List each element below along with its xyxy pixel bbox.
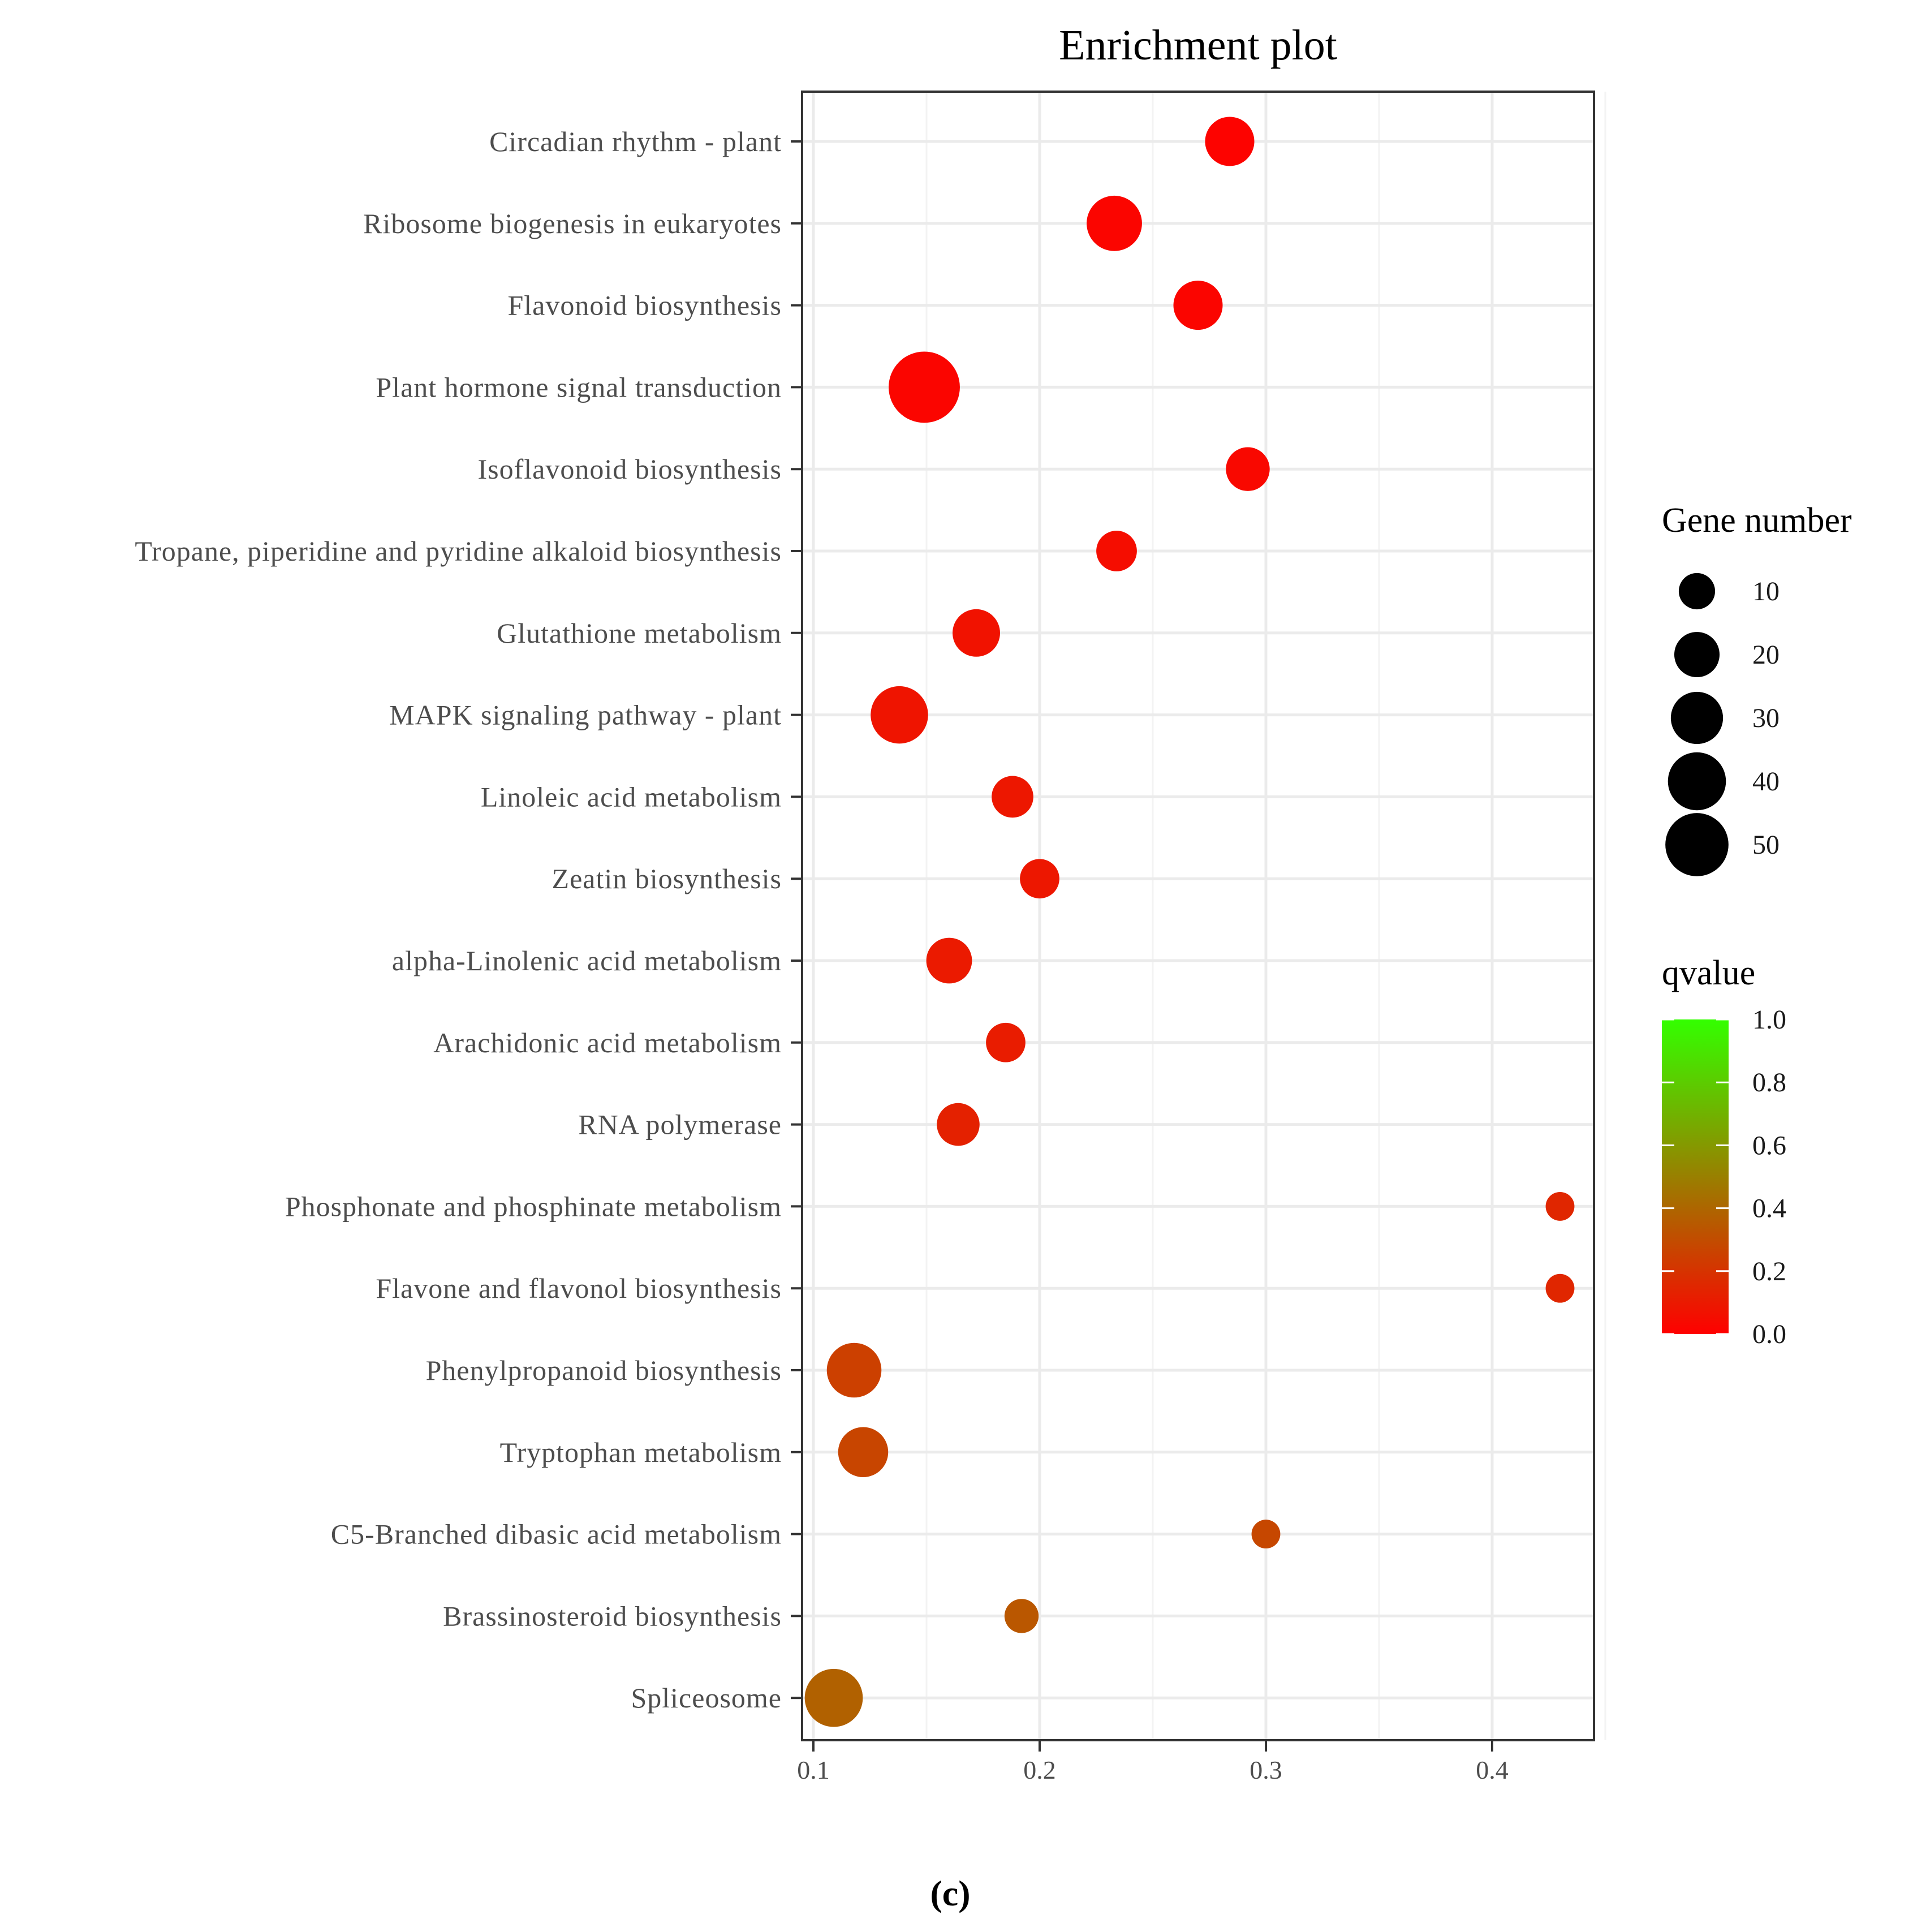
size-legend: Gene number 10 20 30 40 50: [1662, 501, 1852, 876]
category-label: Spliceosome: [631, 1682, 782, 1714]
category-label: Tropane, piperidine and pyridine alkaloi…: [135, 535, 782, 567]
color-legend-ticks: 0.0 0.2 0.4 0.6 0.8 1.0: [1662, 1005, 1786, 1349]
category-label: Isoflavonoid biosynthesis: [478, 453, 782, 485]
data-point: [952, 609, 1001, 657]
category-label: Zeatin biosynthesis: [552, 863, 782, 894]
colorbar-tick-label: 0.4: [1752, 1194, 1786, 1224]
size-legend-key: [1665, 813, 1729, 876]
x-axis-ticks: 0.1 0.2 0.3 0.4: [797, 1740, 1509, 1784]
x-tick-label: 0.2: [1023, 1755, 1056, 1784]
size-legend-keys: 10 20 30 40 50: [1665, 573, 1780, 876]
figure-caption: (c): [930, 1873, 970, 1913]
colorbar-tick-label: 1.0: [1752, 1005, 1786, 1035]
category-label: Flavone and flavonol biosynthesis: [376, 1272, 782, 1304]
data-point: [1251, 1520, 1281, 1549]
qvalue-colorbar: [1662, 1019, 1729, 1334]
data-point: [1205, 117, 1255, 166]
category-label: Arachidonic acid metabolism: [433, 1027, 782, 1058]
chart-title: Enrichment plot: [1059, 21, 1337, 69]
data-point: [1020, 859, 1059, 899]
size-legend-key: [1670, 691, 1724, 745]
category-labels: Circadian rhythm - plant Ribosome biogene…: [135, 126, 782, 1714]
data-point: [1226, 447, 1270, 491]
data-point: [826, 1342, 882, 1398]
colorbar-tick-label: 0.0: [1752, 1319, 1786, 1349]
category-label: Circadian rhythm - plant: [489, 126, 782, 157]
grid-lines: [802, 92, 1606, 1740]
size-legend-key: [1674, 631, 1720, 678]
data-points: [804, 117, 1575, 1727]
x-tick-label: 0.3: [1250, 1755, 1282, 1784]
size-legend-key: [1668, 752, 1726, 811]
data-point: [1545, 1273, 1575, 1303]
category-label: C5-Branched dibasic acid metabolism: [331, 1518, 782, 1550]
size-legend-label: 10: [1752, 576, 1780, 606]
data-point: [926, 937, 972, 984]
size-legend-label: 50: [1752, 830, 1780, 860]
data-point: [804, 1668, 863, 1727]
category-label: Flavonoid biosynthesis: [507, 290, 782, 321]
category-label: Plant hormone signal transduction: [376, 371, 782, 403]
data-point: [1087, 195, 1142, 251]
colorbar-tick-label: 0.6: [1752, 1130, 1786, 1160]
data-point: [986, 1022, 1026, 1062]
data-point: [1173, 281, 1223, 330]
data-point: [937, 1103, 980, 1146]
category-label: RNA polymerase: [578, 1109, 782, 1141]
data-point: [1545, 1191, 1575, 1221]
category-label: Linoleic acid metabolism: [481, 781, 782, 812]
category-label: Phosphonate and phosphinate metabolism: [285, 1190, 782, 1222]
category-label: alpha-Linolenic acid metabolism: [392, 945, 782, 976]
size-legend-label: 20: [1752, 640, 1780, 670]
category-label: Tryptophan metabolism: [500, 1436, 782, 1468]
plot-panel-border: [801, 91, 1595, 1741]
size-legend-key: [1678, 573, 1716, 610]
category-label: Ribosome biogenesis in eukaryotes: [363, 208, 782, 239]
category-label: Brassinosteroid biosynthesis: [443, 1600, 782, 1632]
y-axis-ticks: [791, 140, 802, 1699]
plot-panel-background: [802, 92, 1594, 1740]
category-label: Phenylpropanoid biosynthesis: [426, 1354, 782, 1386]
color-legend-title: qvalue: [1662, 954, 1755, 992]
data-point: [871, 686, 928, 744]
size-legend-label: 40: [1752, 767, 1780, 797]
data-point: [889, 351, 960, 423]
data-point: [1004, 1599, 1039, 1633]
data-point: [838, 1427, 889, 1478]
data-point: [1096, 531, 1137, 571]
size-legend-label: 30: [1752, 703, 1780, 733]
colorbar-tick-label: 0.8: [1752, 1068, 1786, 1098]
colorbar-tick-label: 0.2: [1752, 1257, 1786, 1286]
category-label: MAPK signaling pathway - plant: [389, 699, 782, 731]
x-tick-label: 0.4: [1476, 1755, 1509, 1784]
size-legend-title: Gene number: [1662, 501, 1852, 540]
x-tick-label: 0.1: [797, 1755, 830, 1784]
data-point: [992, 776, 1033, 818]
category-label: Glutathione metabolism: [497, 617, 782, 649]
color-legend: qvalue 0.0 0.2 0.4 0.6 0.8 1.0: [1662, 954, 1786, 1349]
